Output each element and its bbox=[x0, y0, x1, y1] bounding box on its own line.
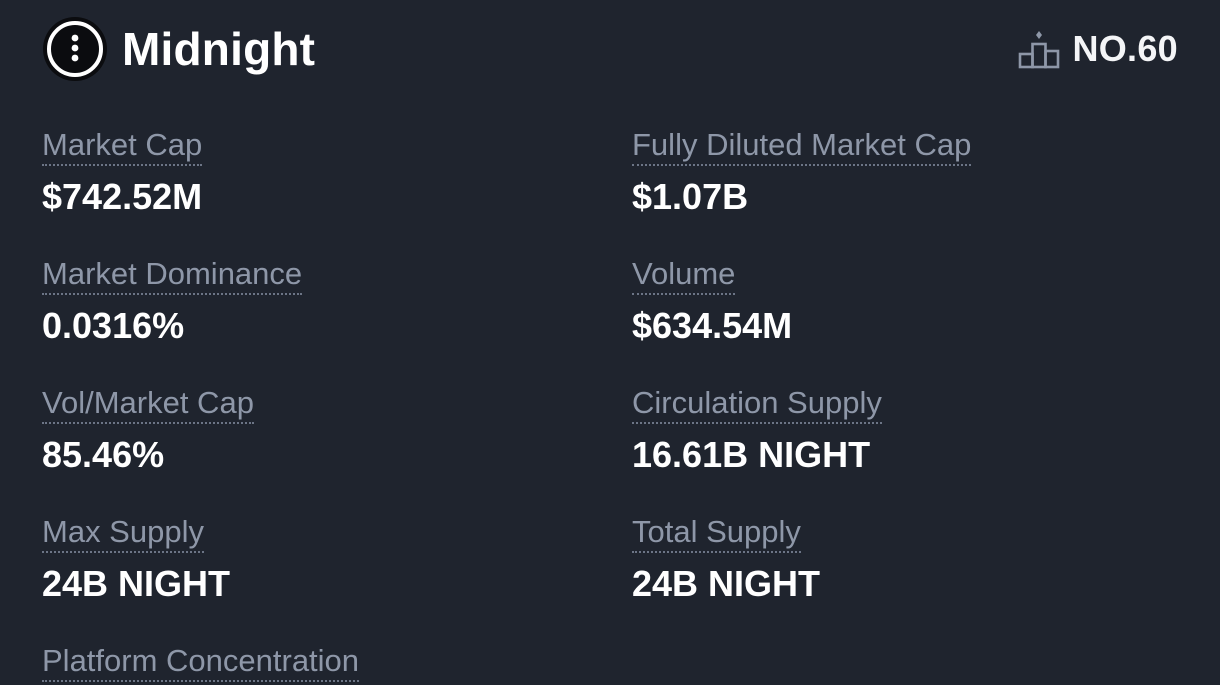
fully-diluted-value: $1.07B bbox=[632, 176, 749, 217]
rank-badge: NO.60 bbox=[1018, 27, 1178, 71]
stat-total-supply: Total Supply 24B NIGHT bbox=[632, 513, 820, 604]
stat-max-supply: Max Supply 24B NIGHT bbox=[42, 513, 230, 604]
stat-market-cap: Market Cap $742.52M bbox=[42, 126, 203, 217]
total-supply-value: 24B NIGHT bbox=[632, 563, 821, 604]
market-cap-value: $742.52M bbox=[42, 176, 203, 217]
fully-diluted-label[interactable]: Fully Diluted Market Cap bbox=[632, 126, 972, 166]
stat-platform-concentration: Platform Concentration bbox=[42, 642, 360, 682]
stat-vol-market-cap: Vol/Market Cap 85.46% bbox=[42, 384, 254, 475]
platform-concentration-label[interactable]: Platform Concentration bbox=[42, 642, 360, 682]
rank-value: NO.60 bbox=[1072, 28, 1178, 69]
market-cap-label[interactable]: Market Cap bbox=[42, 126, 203, 166]
coin-header: Midnight NO.60 bbox=[42, 14, 1178, 84]
market-dominance-label[interactable]: Market Dominance bbox=[42, 255, 303, 295]
podium-icon bbox=[1019, 31, 1060, 69]
market-dominance-value: 0.0316% bbox=[42, 305, 185, 346]
stat-circulation-supply: Circulation Supply 16.61B NIGHT bbox=[632, 384, 882, 475]
stat-market-dominance: Market Dominance 0.0316% bbox=[42, 255, 303, 346]
vol-market-cap-value: 85.46% bbox=[42, 434, 165, 475]
total-supply-label[interactable]: Total Supply bbox=[632, 513, 801, 553]
volume-label[interactable]: Volume bbox=[632, 255, 736, 295]
circulation-supply-value: 16.61B NIGHT bbox=[632, 434, 871, 475]
midnight-logo-icon bbox=[43, 17, 107, 81]
coin-name: Midnight bbox=[122, 23, 316, 75]
volume-value: $634.54M bbox=[632, 305, 793, 346]
circulation-supply-label[interactable]: Circulation Supply bbox=[632, 384, 882, 424]
max-supply-value: 24B NIGHT bbox=[42, 563, 231, 604]
stat-volume: Volume $634.54M bbox=[632, 255, 792, 346]
vol-market-cap-label[interactable]: Vol/Market Cap bbox=[42, 384, 254, 424]
stat-fully-diluted-market-cap: Fully Diluted Market Cap $1.07B bbox=[632, 126, 972, 217]
max-supply-label[interactable]: Max Supply bbox=[42, 513, 204, 553]
